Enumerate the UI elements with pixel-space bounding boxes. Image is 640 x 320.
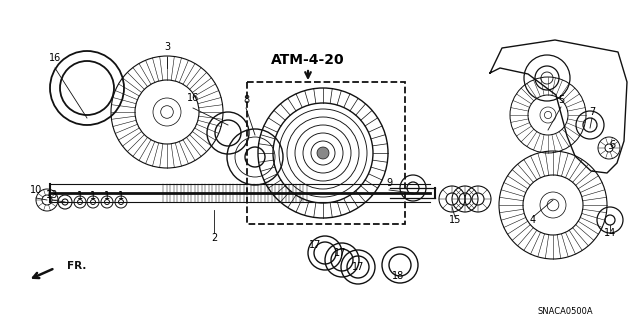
Text: 5: 5	[558, 95, 564, 105]
Text: 4: 4	[530, 215, 536, 225]
Text: 7: 7	[589, 107, 595, 117]
Text: 15: 15	[449, 215, 461, 225]
Text: 17: 17	[334, 248, 346, 258]
Text: 8: 8	[243, 95, 249, 105]
Text: 1: 1	[118, 191, 124, 201]
Text: 18: 18	[392, 271, 404, 281]
Text: 9: 9	[386, 178, 392, 188]
Text: FR.: FR.	[67, 261, 86, 271]
Text: 13: 13	[46, 190, 58, 200]
Text: 17: 17	[309, 240, 321, 250]
Text: 17: 17	[352, 262, 364, 272]
Text: 6: 6	[609, 140, 615, 150]
Text: 3: 3	[164, 42, 170, 52]
Text: ATM-4-20: ATM-4-20	[271, 53, 345, 67]
Text: 1: 1	[77, 191, 83, 201]
Circle shape	[317, 147, 329, 159]
Text: 1: 1	[104, 191, 110, 201]
Text: 16: 16	[49, 53, 61, 63]
Text: 2: 2	[211, 233, 217, 243]
Text: 14: 14	[604, 228, 616, 238]
Text: 1: 1	[90, 191, 96, 201]
Text: 10: 10	[30, 185, 42, 195]
Text: SNACA0500A: SNACA0500A	[537, 308, 593, 316]
Text: 16: 16	[187, 93, 199, 103]
